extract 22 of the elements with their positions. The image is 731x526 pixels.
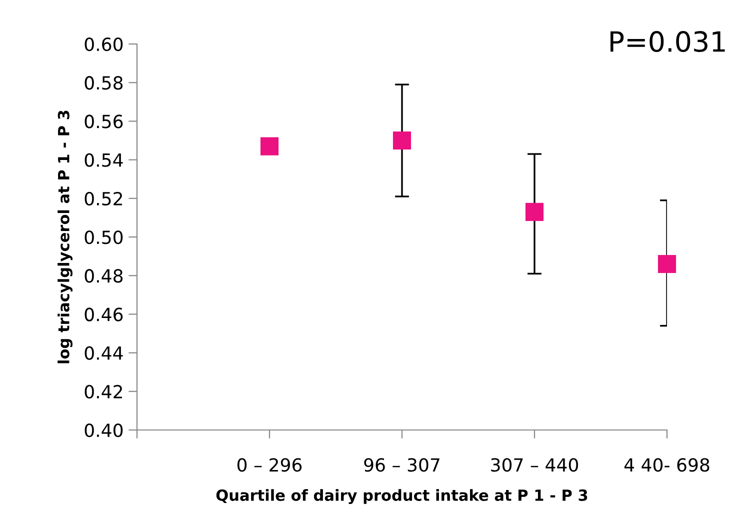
y-axis-title: log triacylglycerol at P 1 - P 3 [58,110,72,364]
x-axis-title: Quartile of dairy product intake at P 1 - P 3 [216,489,588,504]
y-tick-label: 0.46 [84,308,123,322]
point [525,202,544,221]
y-tick-label: 0.40 [84,423,123,438]
y-tick-label: 0.56 [84,114,123,128]
y-tick-label: 0.44 [84,346,123,360]
y-tick-label: 0.60 [84,37,123,52]
point [658,254,676,274]
x-tick-label: 4 40- 698 [624,458,710,472]
x-tick-label: 96 – 307 [364,458,440,472]
y-tick-label: 0.42 [84,384,122,399]
y-tick-label: 0.48 [84,269,123,283]
point [260,137,279,156]
y-tick-label: 0.52 [84,192,122,206]
point [392,131,412,150]
y-tick-label: 0.58 [84,76,123,90]
x-tick-label: 0 – 296 [237,458,302,472]
x-tick-label: 307 – 440 [491,458,578,472]
y-tick-label: 0.54 [84,153,123,167]
y-tick-label: 0.50 [84,230,123,244]
annotation: P=0.031 [610,31,725,52]
